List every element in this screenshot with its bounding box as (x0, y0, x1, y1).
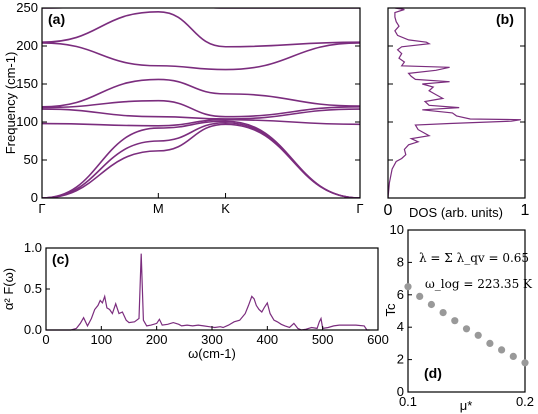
panel-c-xtick-label: 100 (90, 332, 112, 347)
panel-b-xlabel: DOS (arb. units) (409, 205, 503, 220)
panel-d-xlabel: μ* (460, 398, 473, 413)
tc-points (404, 283, 529, 367)
panel-c-label: (c) (52, 251, 69, 267)
panel-d-xtick-label: 0.2 (516, 394, 534, 409)
panel-c-xtick-label: 600 (367, 332, 389, 347)
dos-curve (388, 8, 521, 198)
panel-a-xtick-label: M (153, 201, 164, 216)
panel-d-ytick-label: 10 (390, 222, 404, 237)
panel-d-ytick-label: 2 (397, 352, 404, 367)
panel-d-ticks: 0 2 4 6 8 10 0.1 0.2 (390, 222, 535, 409)
panel-a-xtick-label: K (221, 201, 230, 216)
phonon-branch-2 (42, 121, 360, 198)
panel-d-ytick-label: 8 (397, 254, 404, 269)
phonon-branch-3 (42, 120, 360, 198)
panel-c-xtick-label: 300 (201, 332, 223, 347)
phonon-branch-6 (42, 99, 360, 118)
tc-point (474, 331, 482, 339)
panel-a-ylabel: Frequency (cm-1) (3, 52, 18, 155)
panel-a-ytick-label: 200 (16, 38, 38, 53)
panel-c-xlabel: ω(cm-1) (188, 346, 236, 361)
panel-c-axes-frame (45, 247, 379, 331)
dos-line (388, 8, 521, 198)
panel-c-xtick-label: 500 (312, 332, 334, 347)
tc-point (521, 359, 529, 367)
panel-d-ytick-label: 4 (397, 319, 404, 334)
panel-b-xtick-label: 0 (384, 202, 393, 219)
panel-a-band-structure: 0 50 100 150 200 250 Γ M K Γ (a) Frequency (cm-1) (3, 0, 364, 216)
phonon-branch-4 (42, 118, 360, 127)
panel-a-xtick-label: Γ (356, 201, 363, 216)
panel-a-ytick-label: 100 (16, 114, 38, 129)
panel-c-xtick-label: 0 (42, 332, 49, 347)
phonon-dispersion-curves (42, 8, 360, 198)
panel-d-tc: 0 2 4 6 8 10 0.1 0.2 (d) Tc μ* λ = Σ λ_qv = 0.6… (383, 222, 534, 413)
phonon-branch-9 (42, 10, 360, 48)
phonon-branch-7 (42, 78, 360, 108)
panel-b-xtick-label: 1 (521, 202, 530, 219)
panel-c-eliashberg: 0 100 200 300 400 500 600 0.0 0.5 1.0 (c) ω(cm-1)… (1, 240, 389, 361)
lambda-annotation: λ = Σ λ_qv = 0.65 (419, 251, 529, 265)
panel-a-ytick-label: 150 (16, 76, 38, 91)
tc-point (462, 325, 471, 333)
tc-point (509, 352, 517, 360)
panel-a-ticks: 0 50 100 150 200 250 Γ M K Γ (16, 0, 363, 216)
tc-point (427, 300, 435, 309)
panel-c-ytick-label: 0.5 (24, 281, 42, 296)
panel-d-ytick-label: 6 (397, 287, 404, 302)
panel-a-axes-frame (41, 7, 361, 199)
tc-point (486, 339, 494, 347)
phonon-branch-1 (42, 123, 360, 198)
panel-c-ylabel: α² F(ω) (1, 268, 16, 310)
panel-d-axes-frame (407, 229, 526, 393)
panel-b-label: (b) (496, 11, 514, 27)
panel-c-ytick-label: 0.0 (24, 322, 42, 337)
panel-c-ytick-label: 1.0 (24, 240, 42, 255)
phonon-branch-8 (42, 42, 360, 71)
panel-c-xtick-label: 200 (146, 332, 168, 347)
phonon-branch-5 (42, 108, 360, 120)
panel-a-label: (a) (48, 11, 65, 27)
panel-b-axes-frame (387, 7, 526, 199)
panel-d-label: (d) (424, 365, 442, 381)
panel-a-ytick-label: 250 (16, 0, 38, 15)
panel-a-ytick-label: 50 (24, 152, 38, 167)
phonon-branch-10 (42, 8, 360, 9)
panel-d-ytick-label: 0 (397, 384, 404, 399)
eliashberg-line (46, 253, 370, 331)
tc-point (439, 309, 447, 317)
tc-point (451, 317, 459, 325)
omega-log-annotation: ω_log = 223.35 K (425, 277, 533, 291)
panel-a-ytick-label: 0 (31, 190, 38, 205)
panel-c-ticks: 0 100 200 300 400 500 600 0.0 0.5 1.0 (24, 240, 389, 347)
tc-point (404, 283, 412, 291)
tc-point (416, 292, 424, 300)
panel-d-xtick-label: 0.1 (399, 394, 417, 409)
tc-point (498, 346, 506, 354)
panel-c-xtick-label: 400 (256, 332, 278, 347)
eliashberg-curve (46, 253, 370, 331)
panel-d-ylabel: Tc (383, 303, 398, 317)
panel-a-xtick-label: Γ (38, 201, 45, 216)
